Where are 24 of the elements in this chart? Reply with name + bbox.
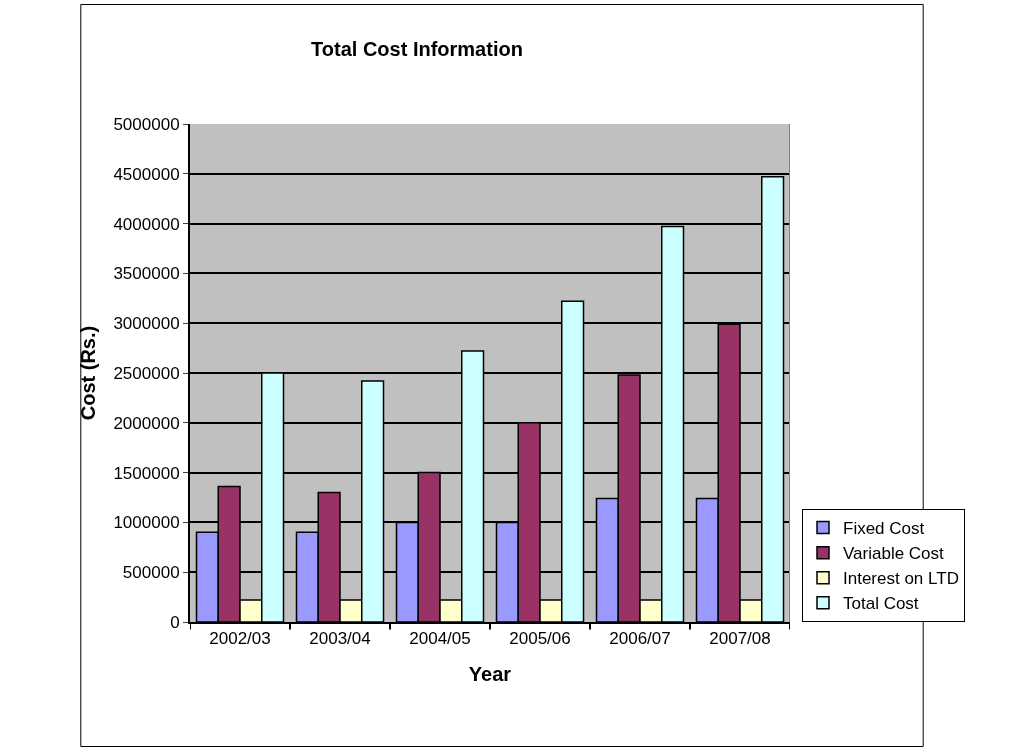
y-tick-label: 4000000 [113, 214, 180, 234]
y-tick-label: 1000000 [113, 513, 180, 533]
y-tick-label: 2000000 [113, 413, 180, 433]
y-tick-label: 3500000 [113, 264, 180, 284]
y-tick-label: 1500000 [113, 463, 180, 483]
chart-title: Total Cost Information [311, 38, 523, 61]
legend-label: Fixed Cost [843, 519, 925, 539]
legend-label: Interest on LTD [843, 569, 959, 589]
y-axis-title: Cost (Rs.) [77, 325, 100, 421]
legend-label: Variable Cost [843, 544, 945, 564]
y-tick-label: 500000 [122, 563, 180, 583]
x-tick-label: 2003/04 [309, 629, 371, 649]
x-axis-title: Year [468, 663, 512, 686]
x-tick-label: 2007/08 [709, 629, 771, 649]
y-tick-label: 3000000 [113, 314, 180, 334]
y-tick-label: 4500000 [113, 164, 180, 184]
x-tick-label: 2005/06 [509, 629, 571, 649]
y-tick-label: 5000000 [113, 114, 180, 134]
y-tick-label: 0 [170, 612, 180, 632]
y-tick-label: 2500000 [113, 363, 180, 383]
x-tick-label: 2004/05 [409, 629, 471, 649]
legend-label: Total Cost [843, 594, 919, 614]
x-tick-label: 2002/03 [209, 629, 271, 649]
x-tick-label: 2006/07 [609, 629, 671, 649]
